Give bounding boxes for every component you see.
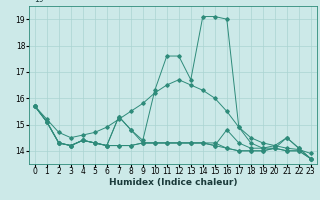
Text: 19: 19 (35, 0, 44, 4)
X-axis label: Humidex (Indice chaleur): Humidex (Indice chaleur) (108, 178, 237, 187)
